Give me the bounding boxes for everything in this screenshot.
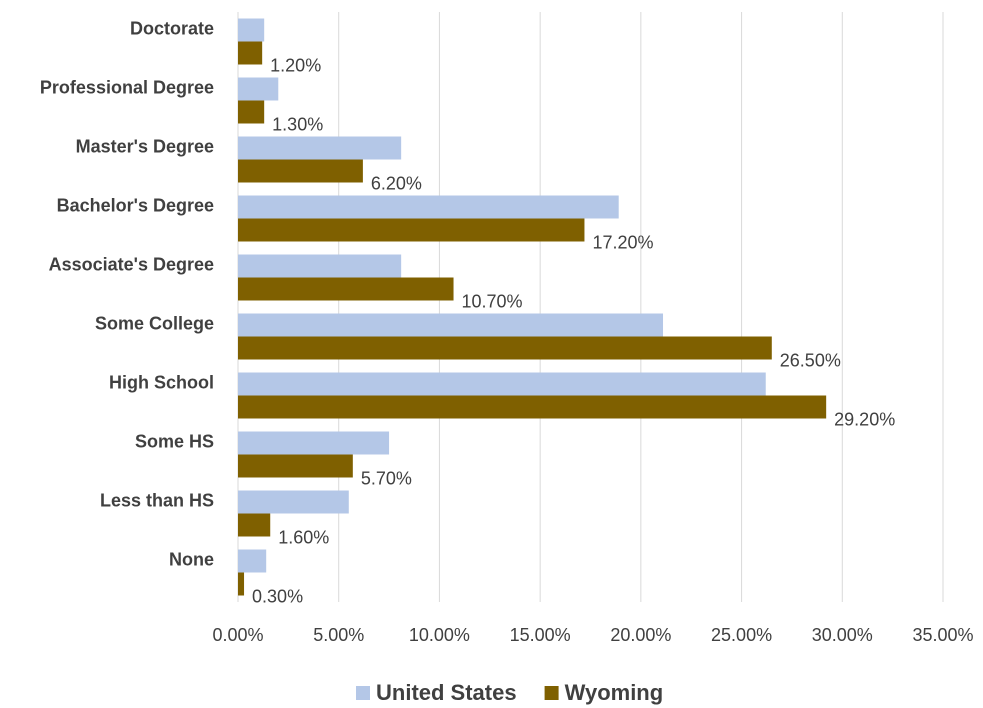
bar	[238, 490, 349, 514]
bar	[238, 454, 353, 478]
x-tick-label: 35.00%	[912, 625, 973, 645]
legend-swatch	[356, 686, 370, 700]
y-tick-label: Bachelor's Degree	[57, 195, 214, 215]
bar	[238, 41, 263, 65]
bar	[238, 18, 265, 42]
bar	[238, 395, 827, 419]
y-tick-label: Master's Degree	[76, 136, 214, 156]
x-tick-label: 25.00%	[711, 625, 772, 645]
data-label: 10.70%	[462, 291, 523, 311]
data-label: 6.20%	[371, 173, 422, 193]
bar	[238, 313, 664, 337]
bar	[238, 159, 363, 183]
x-tick-label: 20.00%	[610, 625, 671, 645]
bar	[238, 336, 772, 360]
legend-label: United States	[376, 680, 517, 705]
bar	[238, 195, 619, 219]
bar	[238, 372, 766, 396]
bar	[238, 277, 454, 301]
legend-swatch	[544, 686, 559, 700]
data-label: 5.70%	[361, 468, 412, 488]
x-tick-label: 5.00%	[313, 625, 364, 645]
data-label: 1.30%	[272, 114, 323, 134]
bar	[238, 549, 267, 573]
data-label: 29.20%	[834, 409, 895, 429]
bar	[238, 77, 279, 101]
bar	[238, 431, 390, 455]
data-label: 17.20%	[592, 232, 653, 252]
y-tick-label: Some College	[95, 313, 214, 333]
y-tick-label: Some HS	[135, 431, 214, 451]
data-label: 1.60%	[278, 527, 329, 547]
data-label: 0.30%	[252, 586, 303, 606]
y-tick-label: None	[169, 549, 214, 569]
data-label: 1.20%	[270, 55, 321, 75]
y-tick-label: Less than HS	[100, 490, 214, 510]
bar	[238, 218, 585, 242]
y-tick-label: Doctorate	[130, 18, 214, 38]
data-label: 26.50%	[780, 350, 841, 370]
bar	[238, 136, 402, 160]
y-tick-label: High School	[109, 372, 214, 392]
bar	[238, 513, 271, 537]
x-tick-label: 30.00%	[812, 625, 873, 645]
bar	[238, 254, 402, 278]
bar	[238, 100, 265, 124]
legend-label: Wyoming	[565, 680, 664, 705]
y-tick-label: Associate's Degree	[49, 254, 214, 274]
x-tick-label: 0.00%	[212, 625, 263, 645]
x-tick-label: 10.00%	[409, 625, 470, 645]
bar	[238, 572, 245, 596]
y-tick-label: Professional Degree	[40, 77, 214, 97]
x-tick-label: 15.00%	[510, 625, 571, 645]
